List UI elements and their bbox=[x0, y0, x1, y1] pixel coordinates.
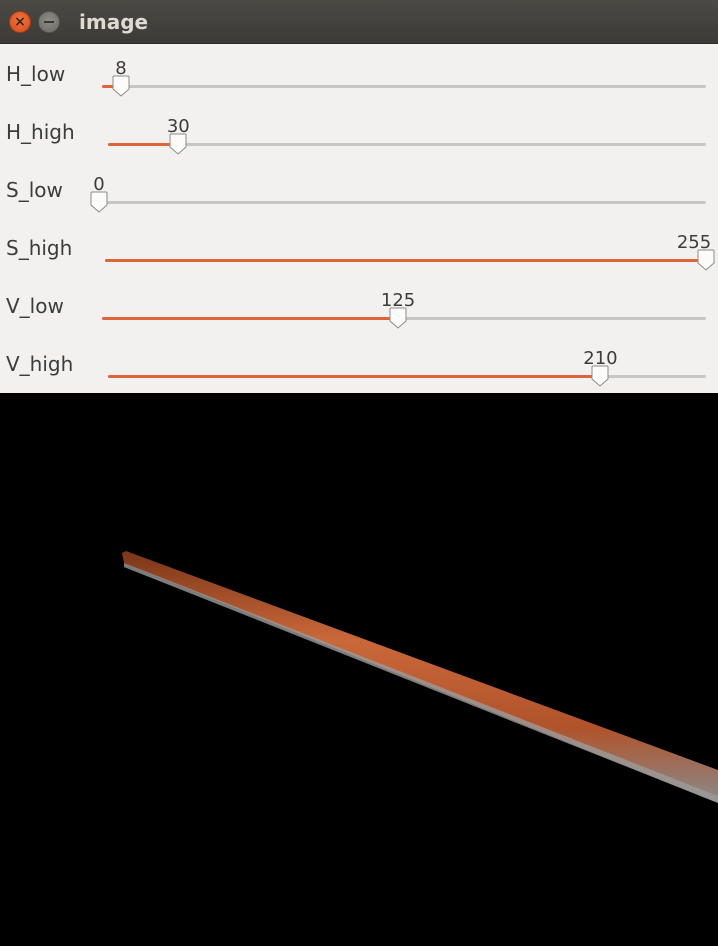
trackbar-value: 30 bbox=[166, 116, 190, 137]
slider-fill bbox=[108, 375, 601, 378]
trackbar-row-v-low: V_low 125 bbox=[0, 278, 718, 336]
trackbar-value: 125 bbox=[380, 290, 416, 311]
trackbar-row-s-low: S_low 0 bbox=[0, 162, 718, 220]
trackbar-row-h-low: H_low 8 bbox=[0, 46, 718, 104]
trackbar-panel: H_low 8 H_high 30 S_low 0 S_high 255 bbox=[0, 44, 718, 393]
slider-track[interactable] bbox=[99, 201, 706, 204]
slider-thumb[interactable] bbox=[169, 133, 187, 155]
masked-image bbox=[122, 551, 718, 803]
slider-fill bbox=[108, 143, 179, 146]
trackbar-value: 255 bbox=[676, 232, 712, 253]
slider-thumb[interactable] bbox=[112, 75, 130, 97]
trackbar-value: 8 bbox=[115, 58, 127, 79]
slider-track[interactable] bbox=[102, 85, 706, 88]
trackbar-label: H_low bbox=[6, 62, 66, 86]
slider-thumb[interactable] bbox=[389, 307, 407, 329]
stick-shadow-edge bbox=[124, 563, 718, 803]
trackbar-row-v-high: V_high 210 bbox=[0, 336, 718, 394]
trackbar-label: S_high bbox=[6, 236, 73, 260]
slider-track[interactable] bbox=[105, 259, 706, 262]
slider-thumb[interactable] bbox=[591, 365, 609, 387]
slider-fill bbox=[102, 317, 399, 320]
title-bar[interactable]: × image bbox=[0, 0, 718, 44]
close-icon[interactable]: × bbox=[9, 11, 31, 33]
trackbar-label: S_low bbox=[6, 178, 63, 202]
minimize-icon[interactable] bbox=[38, 11, 60, 33]
slider-track[interactable] bbox=[108, 143, 706, 146]
trackbar-label: V_high bbox=[6, 352, 74, 376]
trackbar-label: H_high bbox=[6, 120, 75, 144]
slider-thumb[interactable] bbox=[90, 191, 108, 213]
trackbar-label: V_low bbox=[6, 294, 64, 318]
trackbar-row-s-high: S_high 255 bbox=[0, 220, 718, 278]
trackbar-value: 210 bbox=[583, 348, 618, 369]
slider-track[interactable] bbox=[108, 375, 706, 378]
trackbar-value: 0 bbox=[93, 174, 105, 195]
slider-fill bbox=[105, 259, 706, 262]
trackbar-row-h-high: H_high 30 bbox=[0, 104, 718, 162]
image-display bbox=[0, 393, 718, 946]
slider-fill bbox=[102, 85, 121, 88]
window-title: image bbox=[79, 10, 149, 34]
slider-thumb[interactable] bbox=[697, 249, 715, 271]
